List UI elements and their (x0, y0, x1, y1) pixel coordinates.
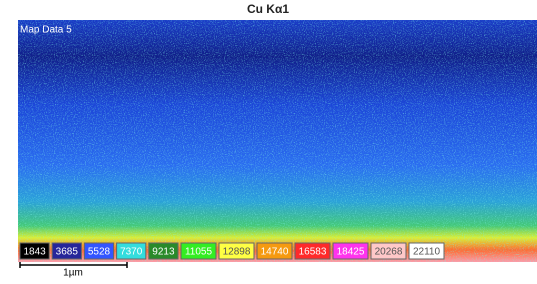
eds-map-view: Cu Kα1 Map Data 5 1843 3685 5528 7370 9213 11… (0, 0, 537, 279)
legend-value: 14740 (261, 247, 289, 258)
legend-value: 12898 (223, 247, 251, 258)
legend-value: 1843 (23, 247, 46, 258)
legend-value: 5528 (88, 247, 111, 258)
map-title: Cu Kα1 (247, 2, 289, 16)
legend-value: 18425 (337, 247, 365, 258)
map-noise (18, 20, 537, 262)
map-label: Map Data 5 (20, 25, 72, 36)
legend-value: 20268 (375, 247, 403, 258)
legend-value: 22110 (413, 247, 441, 258)
scale-bar-label: 1µm (63, 268, 83, 279)
legend-value: 3685 (56, 247, 79, 258)
legend-value: 11055 (185, 247, 213, 258)
legend-value: 16583 (299, 247, 327, 258)
legend-value: 7370 (120, 247, 143, 258)
legend-value: 9213 (152, 247, 175, 258)
